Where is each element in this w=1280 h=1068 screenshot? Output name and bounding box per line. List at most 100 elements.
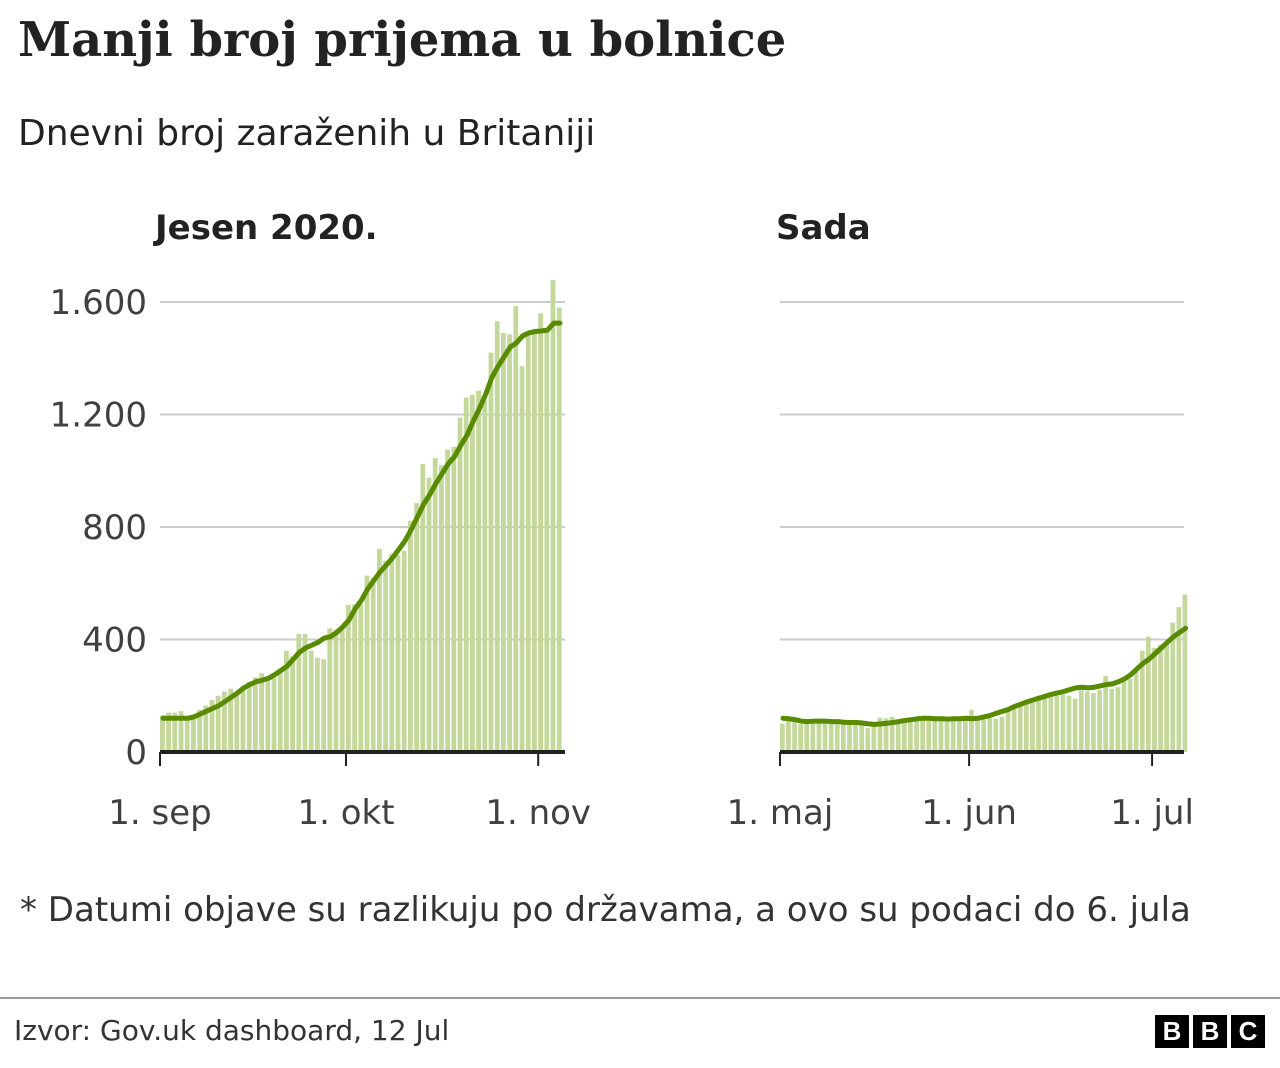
bar (463, 397, 469, 752)
bar (209, 699, 215, 752)
bar (172, 712, 178, 752)
bar (1060, 694, 1066, 752)
bar (987, 718, 993, 752)
bar (501, 332, 506, 752)
bar (432, 458, 438, 752)
bar (1133, 667, 1139, 752)
bar (1054, 695, 1060, 752)
y-tick-label: 400 (82, 621, 147, 661)
bar (222, 691, 227, 752)
bar (494, 321, 500, 752)
bar (1085, 691, 1090, 752)
chart-area: 0 400 800 1.200 1.600 1. sep 1. okt 1. nov 1. ma… (50, 280, 1194, 833)
bar (271, 677, 277, 752)
bar (871, 722, 877, 752)
bar (902, 719, 907, 752)
bar (920, 716, 925, 752)
bar (513, 306, 519, 752)
bar (315, 657, 320, 752)
bar (1036, 698, 1041, 752)
bar (544, 330, 550, 752)
chart-subtitle: Dnevni broj zaraženih u Britaniji (18, 113, 596, 154)
bar (346, 604, 351, 752)
bar (451, 446, 457, 752)
bar (908, 720, 913, 752)
bar (538, 313, 543, 752)
bar (1158, 645, 1163, 752)
bar (810, 721, 816, 752)
bar (259, 673, 264, 752)
bar (532, 332, 537, 752)
bar (401, 550, 407, 752)
bar (1152, 647, 1157, 752)
bar (445, 449, 450, 752)
panel-title-now: Sada (776, 208, 871, 248)
bar (395, 555, 401, 752)
bar (228, 688, 233, 752)
bar (389, 553, 395, 752)
bar (1011, 707, 1017, 752)
bar (798, 723, 803, 752)
bar (1066, 695, 1072, 752)
bar (160, 715, 165, 752)
bar (426, 477, 432, 752)
bar (975, 718, 980, 752)
bar (828, 722, 834, 752)
bar (184, 716, 190, 752)
bar (834, 723, 840, 752)
bar (364, 575, 370, 752)
bar (290, 656, 295, 752)
y-tick-label: 1.200 (50, 396, 147, 436)
bar (950, 718, 956, 752)
bar (1017, 704, 1023, 752)
bar (914, 718, 919, 752)
bar (1146, 636, 1151, 752)
bar (352, 604, 357, 752)
bar (383, 560, 388, 752)
bar (1078, 690, 1084, 752)
footnote: * Datumi objave su razlikuju po državama… (20, 890, 1191, 930)
panel-0: 0 400 800 1.200 1.600 1. sep 1. okt 1. nov (50, 280, 591, 833)
bar (865, 728, 871, 752)
bar (550, 280, 556, 752)
bar (1097, 690, 1102, 752)
y-tick-label: 1.600 (50, 283, 147, 323)
bar (822, 721, 828, 752)
bar (191, 715, 196, 752)
bar (895, 721, 901, 752)
bar (1072, 698, 1078, 752)
bar (956, 718, 962, 752)
panel-1: 1. maj 1. jun 1. jul (727, 301, 1194, 833)
divider (0, 997, 1280, 999)
bar (1182, 594, 1188, 752)
bar (302, 633, 308, 752)
bar (519, 366, 525, 752)
bar (786, 719, 791, 752)
bar (1121, 681, 1127, 752)
bar (1139, 650, 1145, 752)
bar (556, 307, 562, 752)
bar (1109, 688, 1115, 752)
bar (841, 721, 846, 752)
bar (525, 332, 531, 752)
bar (883, 718, 889, 752)
x-tick-label: 1. jul (1110, 793, 1194, 833)
bar (963, 719, 968, 752)
bar (853, 723, 858, 752)
bar (284, 650, 289, 752)
x-tick-label: 1. maj (727, 793, 834, 833)
bar (327, 628, 333, 752)
bar (246, 681, 252, 752)
bar (969, 709, 974, 752)
x-tick-label: 1. nov (485, 793, 591, 833)
bar (932, 718, 938, 752)
bar (253, 677, 258, 752)
bar (1127, 678, 1133, 752)
bar (439, 465, 444, 752)
bar (877, 717, 883, 752)
bar (476, 390, 481, 752)
bar (1170, 622, 1176, 752)
y-tick-label: 0 (125, 733, 147, 773)
bar (938, 721, 944, 752)
bar (420, 464, 426, 752)
